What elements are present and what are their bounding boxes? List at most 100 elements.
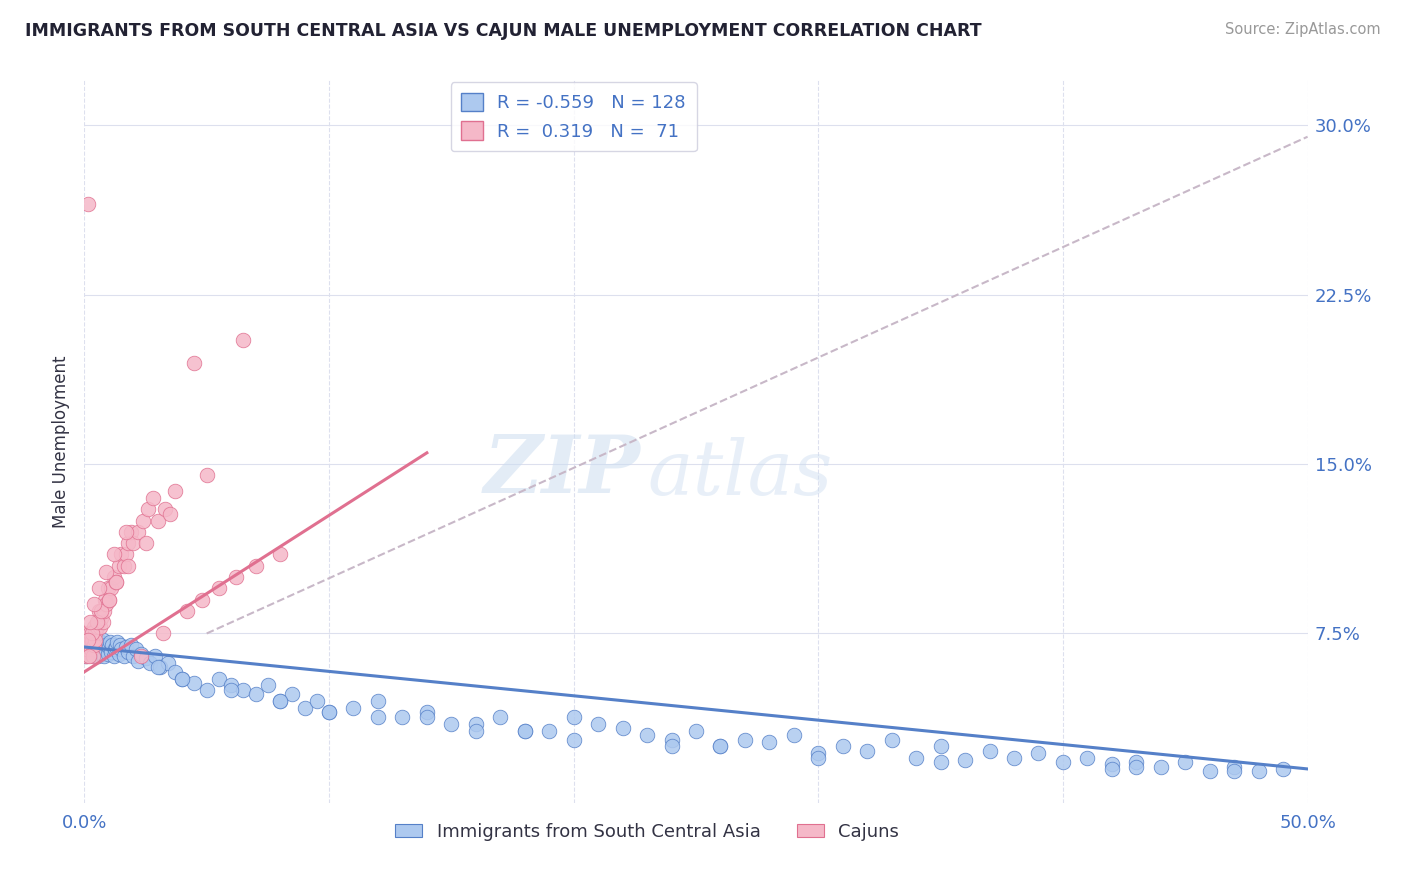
Point — [87, 648, 110, 663]
Point — [96, 566, 118, 580]
Point — [159, 507, 181, 521]
Point — [82, 633, 104, 648]
Point — [89, 640, 111, 654]
Point — [132, 514, 155, 528]
Point — [76, 626, 98, 640]
Point — [586, 716, 609, 731]
Point — [831, 739, 853, 754]
Point — [83, 635, 105, 649]
Point — [269, 694, 291, 708]
Point — [79, 644, 101, 658]
Point — [464, 716, 486, 731]
Point — [269, 694, 291, 708]
Point — [83, 620, 105, 634]
Point — [1272, 762, 1295, 776]
Point — [1223, 760, 1246, 774]
Y-axis label: Male Unemployment: Male Unemployment — [52, 355, 70, 528]
Point — [79, 615, 101, 630]
Point — [127, 524, 149, 539]
Point — [105, 640, 128, 654]
Point — [163, 665, 186, 679]
Point — [77, 197, 100, 211]
Point — [105, 574, 128, 589]
Point — [84, 638, 107, 652]
Point — [93, 648, 115, 663]
Point — [880, 732, 903, 747]
Point — [86, 642, 108, 657]
Point — [245, 687, 267, 701]
Point — [1076, 750, 1098, 764]
Point — [294, 701, 316, 715]
Point — [83, 597, 105, 611]
Point — [75, 648, 97, 663]
Point — [172, 672, 194, 686]
Point — [93, 604, 115, 618]
Point — [979, 744, 1001, 758]
Point — [103, 648, 125, 663]
Point — [318, 706, 340, 720]
Point — [76, 642, 98, 657]
Point — [100, 644, 122, 658]
Point — [90, 604, 112, 618]
Point — [77, 648, 100, 663]
Point — [136, 502, 159, 516]
Point — [172, 672, 194, 686]
Point — [176, 604, 198, 618]
Point — [416, 710, 439, 724]
Point — [97, 592, 120, 607]
Point — [1198, 764, 1220, 779]
Point — [1052, 755, 1074, 769]
Point — [86, 620, 108, 634]
Point — [117, 644, 139, 658]
Point — [75, 638, 97, 652]
Point — [856, 744, 879, 758]
Point — [79, 626, 101, 640]
Point — [80, 647, 103, 661]
Point — [100, 582, 122, 596]
Text: Source: ZipAtlas.com: Source: ZipAtlas.com — [1225, 22, 1381, 37]
Point — [115, 548, 138, 562]
Point — [108, 638, 131, 652]
Point — [152, 626, 174, 640]
Point — [97, 647, 120, 661]
Point — [709, 739, 731, 754]
Point — [1101, 757, 1123, 772]
Point — [120, 524, 142, 539]
Point — [89, 635, 111, 649]
Point — [110, 642, 132, 657]
Point — [135, 536, 157, 550]
Point — [117, 536, 139, 550]
Point — [562, 710, 585, 724]
Point — [219, 678, 242, 692]
Point — [91, 640, 114, 654]
Point — [87, 582, 110, 596]
Point — [77, 640, 100, 654]
Point — [1125, 755, 1147, 769]
Point — [1125, 760, 1147, 774]
Point — [636, 728, 658, 742]
Point — [91, 638, 114, 652]
Point — [195, 468, 218, 483]
Point — [807, 746, 830, 760]
Point — [195, 682, 218, 697]
Text: IMMIGRANTS FROM SOUTH CENTRAL ASIA VS CAJUN MALE UNEMPLOYMENT CORRELATION CHART: IMMIGRANTS FROM SOUTH CENTRAL ASIA VS CA… — [25, 22, 981, 40]
Point — [783, 728, 806, 742]
Point — [83, 626, 105, 640]
Point — [94, 592, 117, 607]
Point — [97, 582, 120, 596]
Point — [93, 633, 115, 648]
Point — [107, 647, 129, 661]
Point — [79, 631, 101, 645]
Point — [89, 620, 111, 634]
Point — [153, 502, 176, 516]
Point — [94, 642, 117, 657]
Point — [1150, 760, 1173, 774]
Point — [1028, 746, 1050, 760]
Point — [83, 648, 105, 663]
Point — [87, 638, 110, 652]
Point — [416, 706, 439, 720]
Point — [98, 635, 121, 649]
Point — [208, 672, 231, 686]
Point — [87, 615, 110, 630]
Point — [464, 723, 486, 738]
